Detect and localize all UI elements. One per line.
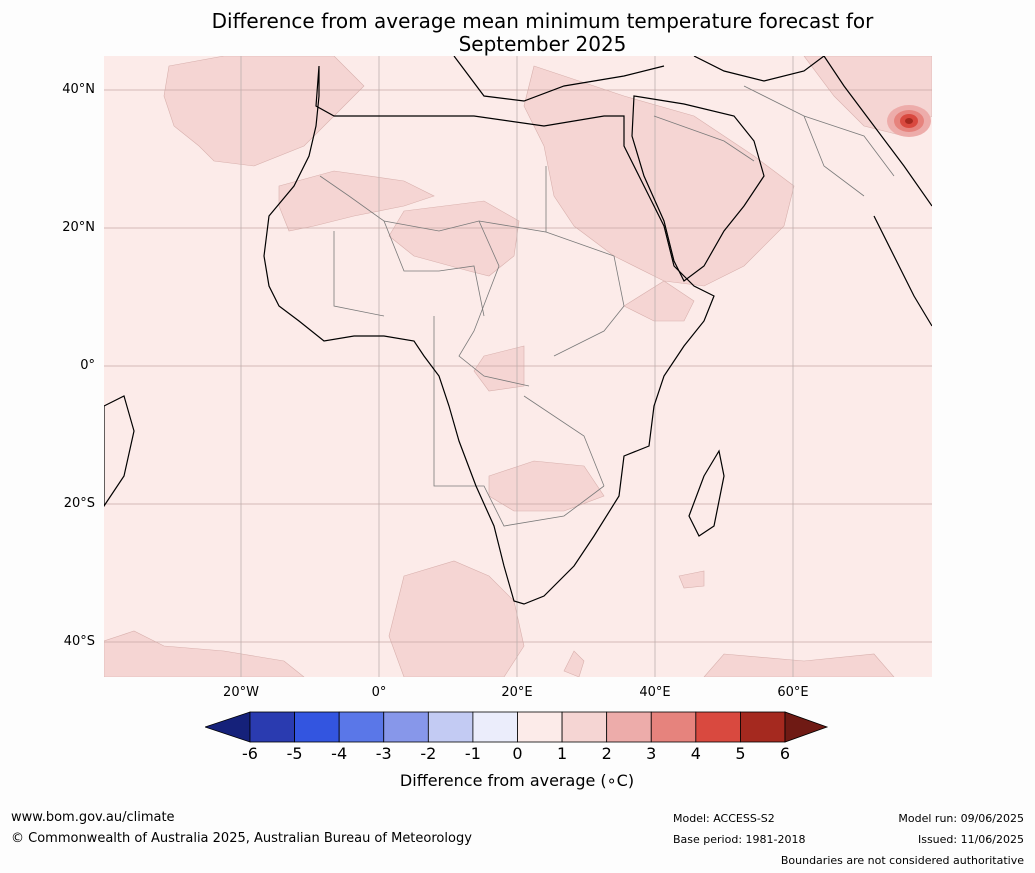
colorbar-segment: [561, 711, 608, 743]
colorbar-tick-label: -3: [375, 744, 392, 763]
lat-label-20s: 20°S: [63, 496, 95, 511]
colorbar-segment: [427, 711, 474, 743]
lat-label-20n: 20°N: [62, 220, 95, 235]
colorbar-tick-label: -4: [331, 744, 348, 763]
colorbar-segment: [606, 711, 652, 743]
website-link[interactable]: www.bom.gov.au/climate: [11, 810, 175, 825]
colorbar-tick-label: -6: [242, 744, 258, 763]
colorbar-tick-label: 2: [601, 744, 612, 763]
coastlines: [104, 56, 932, 605]
colorbar-segment: [517, 711, 563, 743]
colorbar-tick-label: -2: [420, 744, 437, 763]
base-period-text: Base period: 1981-2018: [673, 833, 806, 846]
map-title: Difference from average mean minimum tem…: [140, 10, 945, 56]
colorbar-tick-label: 0: [512, 744, 523, 763]
country-borders: [319, 85, 895, 527]
lat-label-0: 0°: [80, 358, 95, 373]
lon-label-20e: 20°E: [501, 685, 533, 700]
copyright-text: © Commonwealth of Australia 2025, Austra…: [11, 831, 472, 846]
colorbar-segment: [740, 711, 786, 743]
colorbar-segment: [650, 711, 697, 743]
colorbar-segment: [294, 711, 340, 743]
colorbar-segment: [383, 711, 429, 743]
colorbar-tick-label: -5: [286, 744, 303, 763]
title-line-1: Difference from average mean minimum tem…: [211, 9, 874, 33]
lon-label-0: 0°: [371, 685, 387, 700]
colorbar-tick-label: 4: [690, 744, 701, 763]
colorbar-extension-low: [205, 711, 251, 743]
issued-text: Issued: 11/06/2025: [917, 833, 1024, 846]
lon-label-20w: 20°W: [223, 685, 259, 700]
model-text: Model: ACCESS-S2: [673, 812, 775, 825]
lat-label-40s: 40°S: [63, 634, 95, 649]
colorbar-tick-label: 3: [646, 744, 657, 763]
colorbar-tick-label: 1: [556, 744, 568, 763]
colorbar-label: Difference from average (∘C): [399, 771, 635, 790]
colorbar-tick-label: 5: [735, 744, 746, 763]
hot-spot: [887, 105, 931, 137]
colorbar: [205, 711, 829, 743]
model-run-text: Model run: 09/06/2025: [898, 812, 1024, 825]
lat-label-40n: 40°N: [62, 82, 95, 97]
colorbar-segment: [249, 711, 295, 743]
disclaimer-text: Boundaries are not considered authoritat…: [780, 854, 1024, 867]
colorbar-segment: [338, 711, 385, 743]
forecast-map: [104, 56, 932, 677]
lon-label-60e: 60°E: [777, 685, 809, 700]
colorbar-tick-label: -1: [464, 744, 481, 763]
colorbar-tick-label: 6: [779, 744, 791, 763]
gridlines: [104, 56, 932, 677]
colorbar-segment: [472, 711, 518, 743]
colorbar-segment: [695, 711, 741, 743]
title-line-2: September 2025: [458, 32, 627, 56]
lon-label-40e: 40°E: [639, 685, 671, 700]
colorbar-extension-high: [784, 711, 829, 743]
